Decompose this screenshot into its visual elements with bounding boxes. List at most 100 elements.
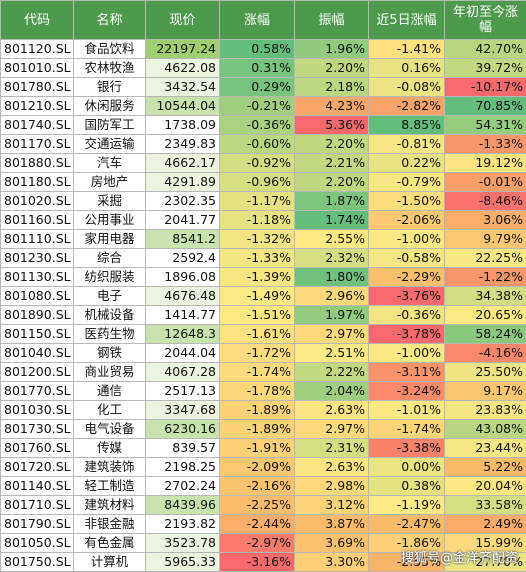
table-row[interactable]: 801130.SL 纺织服装 1896.08 -1.39% 1.80% -2.29% -1.… — [0, 267, 526, 287]
row-price: 4662.17 — [145, 153, 220, 173]
col-header-price[interactable]: 现价 — [145, 0, 220, 40]
row-5day-change: -0.08% — [368, 77, 445, 97]
table-row[interactable]: 801730.SL 电气设备 6230.16 -1.89% 2.97% -1.74% 43.… — [0, 419, 526, 439]
row-ytd-change: 58.24% — [444, 324, 526, 344]
col-header-ytd-change[interactable]: 年初至今涨幅 — [444, 0, 526, 40]
table-row[interactable]: 801790.SL 非银金融 2193.82 -2.44% 3.87% -2.47% 2.4… — [0, 514, 526, 534]
table-row[interactable]: 801180.SL 房地产 4291.89 -0.96% 2.20% -0.79% -0.0… — [0, 172, 526, 192]
table-row[interactable]: 801030.SL 化工 3347.68 -1.89% 2.63% -1.01% 23.83… — [0, 400, 526, 420]
row-change: -1.39% — [219, 267, 295, 287]
row-name: 建筑材料 — [73, 495, 146, 515]
row-price: 3347.68 — [145, 400, 220, 420]
row-name: 传媒 — [73, 438, 146, 458]
row-price: 2193.82 — [145, 514, 220, 534]
table-row[interactable]: 801150.SL 医药生物 12648.3 -1.61% 2.97% -3.78% 58.… — [0, 324, 526, 344]
row-5day-change: -2.55% — [368, 552, 445, 572]
col-header-amplitude[interactable]: 振幅 — [294, 0, 369, 40]
table-row[interactable]: 801210.SL 休闲服务 10544.04 -0.21% 4.23% -2.82% 70… — [0, 96, 526, 116]
col-header-change[interactable]: 涨幅 — [219, 0, 295, 40]
row-change: -0.92% — [219, 153, 295, 173]
table-row[interactable]: 801120.SL 食品饮料 22197.24 0.58% 1.96% -1.41% 42.… — [0, 39, 526, 59]
row-amplitude: 2.63% — [294, 400, 369, 420]
table-row[interactable]: 801160.SL 公用事业 2041.77 -1.18% 1.74% -2.06% 3.0… — [0, 210, 526, 230]
row-change: -3.16% — [219, 552, 295, 572]
row-code: 801040.SL — [0, 343, 74, 363]
table-row[interactable]: 801200.SL 商业贸易 4067.28 -1.74% 2.22% -3.11% 25.… — [0, 362, 526, 382]
table-row[interactable]: 801750.SL 计算机 5965.33 -3.16% 3.30% -2.55% 27.7… — [0, 552, 526, 572]
row-price: 4067.28 — [145, 362, 220, 382]
col-header-5day-change[interactable]: 近5日涨幅 — [368, 0, 445, 40]
table-row[interactable]: 801040.SL 钢铁 2044.04 -1.72% 2.51% -1.00% -4.16… — [0, 343, 526, 363]
row-ytd-change: -0.01% — [444, 172, 526, 192]
row-change: -1.89% — [219, 419, 295, 439]
row-name: 轻工制造 — [73, 476, 146, 496]
table-row[interactable]: 801080.SL 电子 4676.48 -1.49% 2.96% -3.76% 34.38… — [0, 286, 526, 306]
row-ytd-change: 70.85% — [444, 96, 526, 116]
row-amplitude: 2.63% — [294, 457, 369, 477]
row-code: 801020.SL — [0, 191, 74, 211]
row-5day-change: 0.16% — [368, 58, 445, 78]
table-row[interactable]: 801010.SL 农林牧渔 4622.08 0.31% 2.20% 0.16% 39.72… — [0, 58, 526, 78]
row-change: -1.61% — [219, 324, 295, 344]
table-row[interactable]: 801170.SL 交通运输 2349.83 -0.60% 2.20% -0.81% -1.… — [0, 134, 526, 154]
row-amplitude: 2.31% — [294, 438, 369, 458]
table-row[interactable]: 801780.SL 银行 3432.54 0.29% 2.18% -0.08% -10.17… — [0, 77, 526, 97]
row-name: 钢铁 — [73, 343, 146, 363]
table-row[interactable]: 801140.SL 轻工制造 2702.24 -2.16% 2.98% 0.38% 20.0… — [0, 476, 526, 496]
row-amplitude: 2.21% — [294, 153, 369, 173]
row-price: 2349.83 — [145, 134, 220, 154]
row-ytd-change: -8.46% — [444, 191, 526, 211]
table-row[interactable]: 801110.SL 家用电器 8541.2 -1.32% 2.55% -1.00% 9.79… — [0, 229, 526, 249]
row-code: 801780.SL — [0, 77, 74, 97]
table-row[interactable]: 801740.SL 国防军工 1738.09 -0.36% 5.36% 8.85% 54.3… — [0, 115, 526, 135]
table-row[interactable]: 801760.SL 传媒 839.57 -1.91% 2.31% -3.38% 23.44% — [0, 438, 526, 458]
row-ytd-change: 3.06% — [444, 210, 526, 230]
table-row[interactable]: 801230.SL 综合 2592.4 -1.33% 2.32% -0.58% 22.25% — [0, 248, 526, 268]
table-row[interactable]: 801890.SL 机械设备 1414.77 -1.51% 1.97% -0.36% 20.… — [0, 305, 526, 325]
row-code: 801200.SL — [0, 362, 74, 382]
row-name: 化工 — [73, 400, 146, 420]
table-row[interactable]: 801020.SL 采掘 2302.35 -1.17% 1.87% -1.50% -8.46… — [0, 191, 526, 211]
row-price: 2592.4 — [145, 248, 220, 268]
row-ytd-change: -4.16% — [444, 343, 526, 363]
table-row[interactable]: 801880.SL 汽车 4662.17 -0.92% 2.21% 0.22% 19.12% — [0, 153, 526, 173]
row-code: 801150.SL — [0, 324, 74, 344]
row-5day-change: -1.19% — [368, 495, 445, 515]
row-code: 801880.SL — [0, 153, 74, 173]
row-ytd-change: 2.49% — [444, 514, 526, 534]
table-row[interactable]: 801770.SL 通信 2517.13 -1.78% 2.04% -3.24% 9.17% — [0, 381, 526, 401]
row-name: 国防军工 — [73, 115, 146, 135]
col-header-name[interactable]: 名称 — [73, 0, 146, 40]
row-change: -1.91% — [219, 438, 295, 458]
row-change: -1.32% — [219, 229, 295, 249]
row-ytd-change: 34.38% — [444, 286, 526, 306]
row-change: 0.31% — [219, 58, 295, 78]
table-row[interactable]: 801720.SL 建筑装饰 2198.25 -2.09% 2.63% 0.00% 5.22… — [0, 457, 526, 477]
row-name: 交通运输 — [73, 134, 146, 154]
row-amplitude: 2.97% — [294, 324, 369, 344]
table-row[interactable]: 801710.SL 建筑材料 8439.96 -2.25% 3.12% -1.19% 33.… — [0, 495, 526, 515]
row-ytd-change: 20.65% — [444, 305, 526, 325]
row-5day-change: -3.78% — [368, 324, 445, 344]
row-code: 801710.SL — [0, 495, 74, 515]
row-code: 801180.SL — [0, 172, 74, 192]
row-price: 1896.08 — [145, 267, 220, 287]
row-5day-change: -2.29% — [368, 267, 445, 287]
row-name: 通信 — [73, 381, 146, 401]
row-price: 3432.54 — [145, 77, 220, 97]
row-5day-change: -1.00% — [368, 343, 445, 363]
row-code: 801750.SL — [0, 552, 74, 572]
row-amplitude: 1.80% — [294, 267, 369, 287]
row-name: 综合 — [73, 248, 146, 268]
row-amplitude: 2.51% — [294, 343, 369, 363]
col-header-code[interactable]: 代码 — [0, 0, 74, 40]
row-code: 801110.SL — [0, 229, 74, 249]
table-row[interactable]: 801050.SL 有色金属 3523.78 -2.97% 3.69% -1.86% 15.… — [0, 533, 526, 553]
row-amplitude: 2.97% — [294, 419, 369, 439]
row-change: -1.72% — [219, 343, 295, 363]
row-ytd-change: 5.22% — [444, 457, 526, 477]
row-name: 公用事业 — [73, 210, 146, 230]
row-5day-change: -2.82% — [368, 96, 445, 116]
row-code: 801030.SL — [0, 400, 74, 420]
row-amplitude: 1.74% — [294, 210, 369, 230]
